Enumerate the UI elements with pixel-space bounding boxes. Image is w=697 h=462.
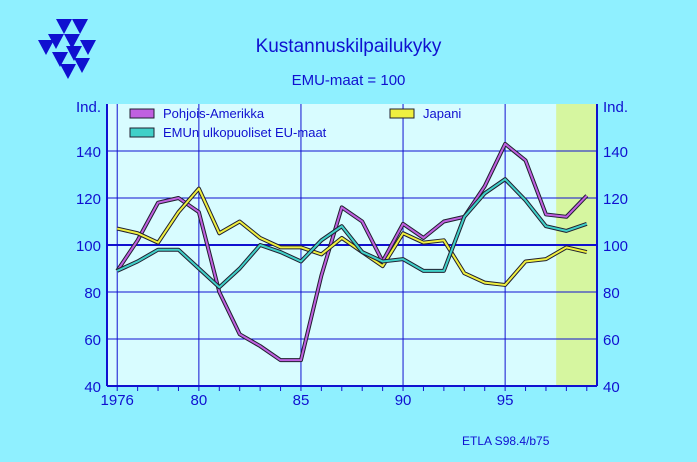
legend-swatch-0 — [129, 108, 155, 119]
legend-swatch-1 — [389, 108, 415, 119]
y-tick-label-left: 120 — [76, 191, 101, 208]
x-tick-label: 80 — [191, 392, 208, 409]
legend: Pohjois-Amerikka Japani EMUn ulkopuoliset … — [129, 106, 461, 140]
y-axis-label-right: Ind. — [603, 99, 628, 116]
y-tick-label-right: 100 — [603, 238, 628, 255]
series-line-1 — [116, 187, 588, 286]
y-tick-label-right: 60 — [603, 332, 620, 349]
y-axis-label-left: Ind. — [76, 99, 101, 116]
y-tick-label-right: 40 — [603, 379, 620, 396]
legend-label-1: Japani — [423, 106, 461, 121]
y-tick-label-left: 60 — [84, 332, 101, 349]
y-tick-label-left: 140 — [76, 144, 101, 161]
series-line-0 — [116, 142, 588, 362]
chart-title: Kustannuskilpailukyky — [255, 36, 442, 57]
x-tick-label: 95 — [497, 392, 514, 409]
y-tick-label-right: 80 — [603, 285, 620, 302]
source-note: ETLA S98.4/b75 — [462, 434, 550, 448]
x-tick-label: 1976 — [101, 392, 134, 409]
series-line-2 — [116, 178, 588, 289]
legend-label-2: EMUn ulkopuoliset EU-maat — [163, 125, 327, 140]
y-tick-label-left: 40 — [84, 379, 101, 396]
chart-subtitle: EMU-maat = 100 — [291, 72, 406, 89]
y-tick-label-left: 100 — [76, 238, 101, 255]
legend-label-0: Pohjois-Amerikka — [163, 106, 265, 121]
x-tick-label: 85 — [293, 392, 310, 409]
x-tick-label: 90 — [395, 392, 412, 409]
y-tick-label-right: 120 — [603, 191, 628, 208]
legend-swatch-2 — [129, 127, 155, 138]
y-tick-label-right: 140 — [603, 144, 628, 161]
y-tick-label-left: 80 — [84, 285, 101, 302]
etla-triangles-logo — [38, 19, 96, 79]
